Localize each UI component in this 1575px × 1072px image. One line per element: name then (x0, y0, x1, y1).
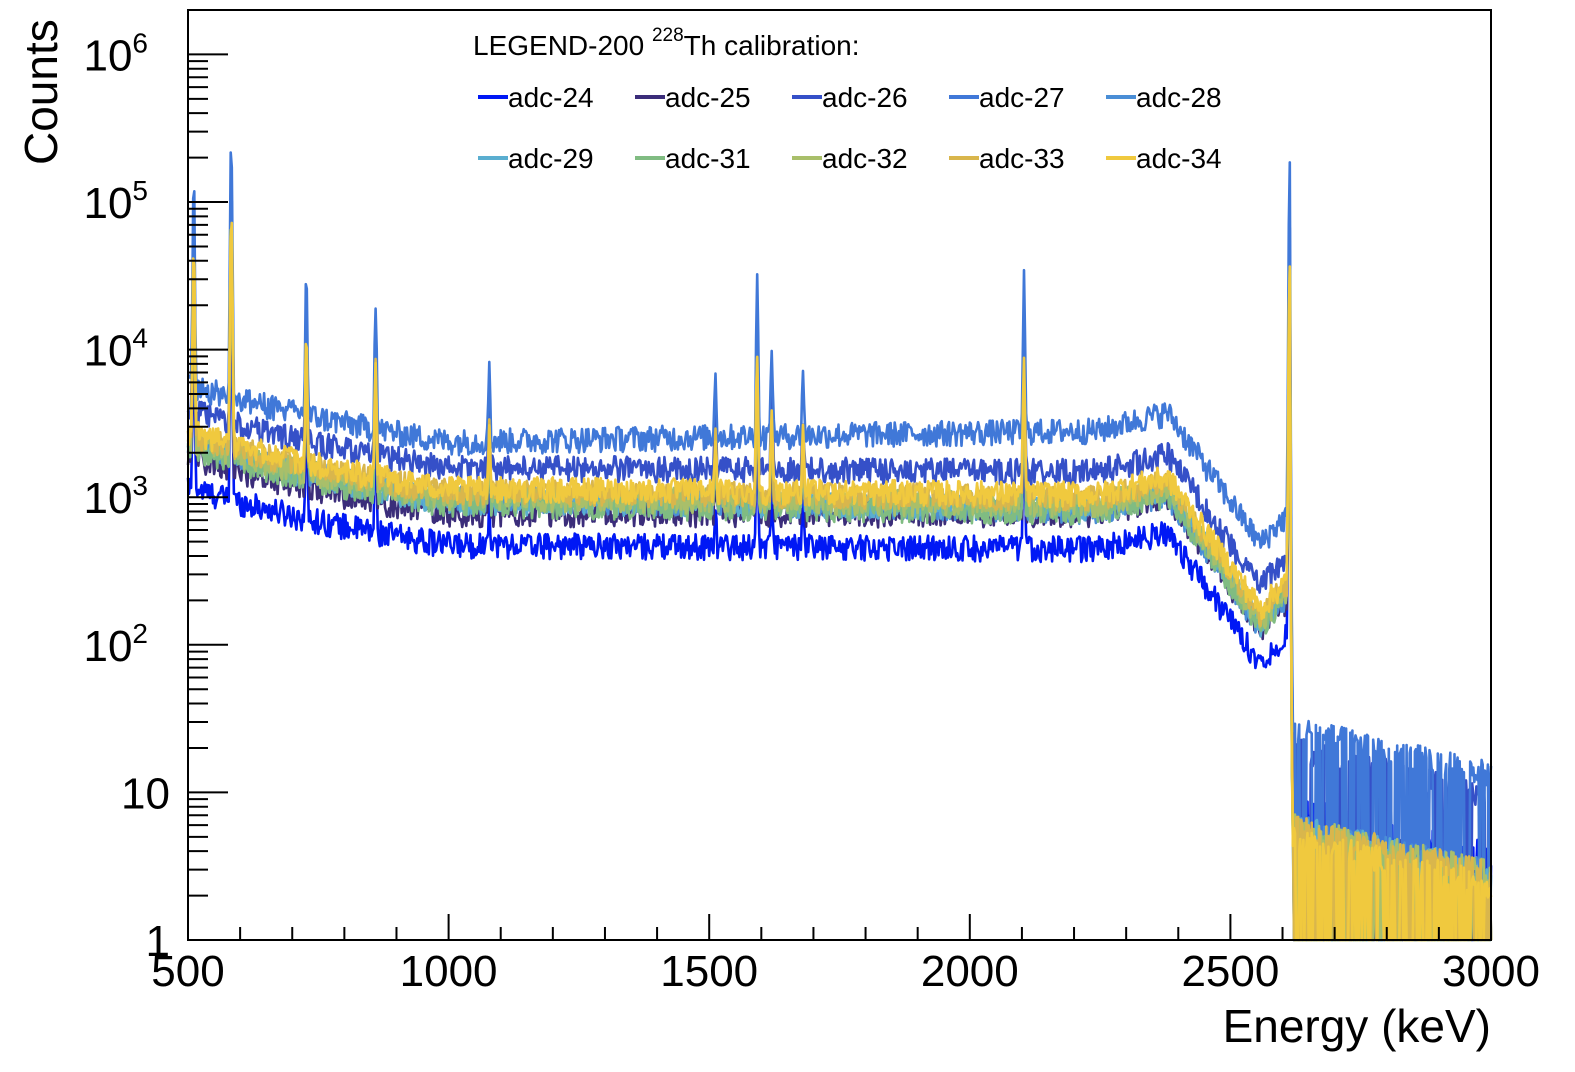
legend-label: adc-29 (508, 143, 594, 174)
y-tick-label: 103 (83, 470, 148, 523)
legend-title: LEGEND-200 228Th calibration: (473, 25, 860, 61)
y-tick-label: 104 (83, 323, 148, 376)
legend: LEGEND-200 228Th calibration: adc-24 adc-… (473, 25, 1222, 174)
y-tick-label: 106 (83, 27, 148, 80)
x-tick-label: 2000 (921, 947, 1019, 996)
legend-title-suffix: Th calibration: (684, 30, 860, 61)
series-adc-24 (186, 296, 1493, 942)
x-tick-label: 1500 (660, 947, 758, 996)
legend-label: adc-28 (1136, 82, 1222, 113)
series-layer (186, 151, 1493, 942)
x-axis-title: Energy (keV) (1223, 1000, 1491, 1052)
plot-frame (187, 9, 1492, 941)
legend-label: adc-25 (665, 82, 751, 113)
legend-items: adc-24 adc-25 adc-26 adc-27 adc-28 adc-29 adc-… (478, 82, 1222, 174)
series-adc-34 (186, 221, 1493, 942)
x-tick-label: 3000 (1442, 947, 1540, 996)
legend-label: adc-26 (822, 82, 908, 113)
legend-label: adc-32 (822, 143, 908, 174)
series-adc-27 (186, 151, 1493, 942)
y-tick-label: 10 (121, 769, 170, 818)
y-tick-label: 1 (146, 917, 170, 966)
legend-title-superscript: 228 (652, 25, 684, 46)
axis-layer: 500 1000 1500 2000 2500 3000 1 10 102 103 104 105 10… (83, 9, 1540, 996)
series-adc-26 (186, 193, 1493, 942)
y-tick-label: 102 (83, 618, 148, 671)
y-axis-title: Counts (15, 19, 67, 165)
legend-label: adc-24 (508, 82, 594, 113)
legend-title-prefix: LEGEND-200 (473, 30, 652, 61)
x-tick-label: 1000 (400, 947, 498, 996)
x-tick-label: 500 (151, 947, 224, 996)
legend-label: adc-33 (979, 143, 1065, 174)
y-tick-label: 105 (83, 175, 148, 228)
x-tick-label: 2500 (1181, 947, 1279, 996)
legend-label: adc-34 (1136, 143, 1222, 174)
legend-label: adc-27 (979, 82, 1065, 113)
legend-label: adc-31 (665, 143, 751, 174)
